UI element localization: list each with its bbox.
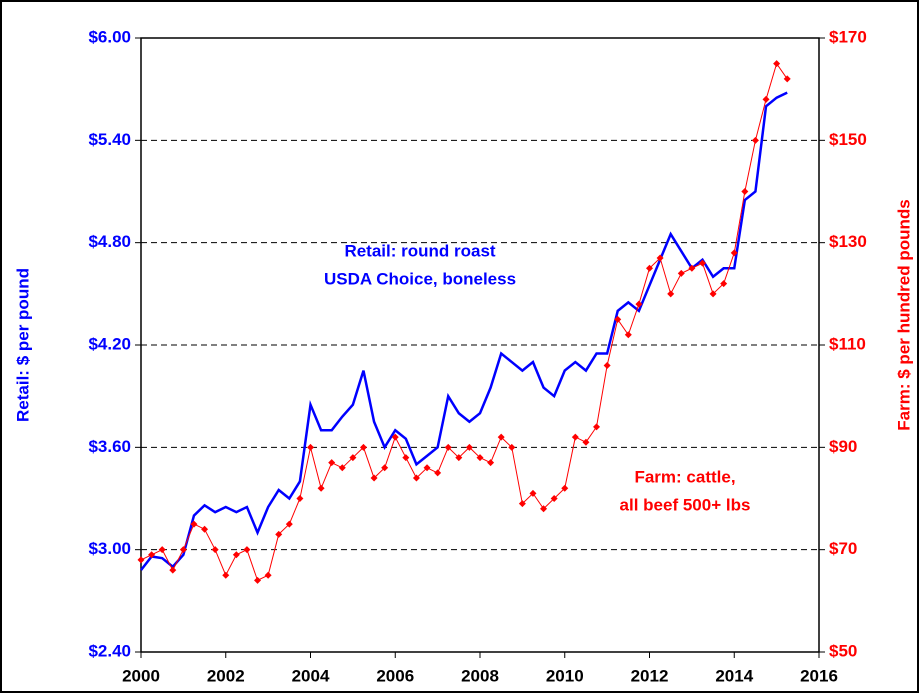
marker (232, 551, 240, 559)
marker (783, 75, 791, 83)
marker (243, 546, 251, 554)
y-tick-label: $3.60 (88, 437, 131, 456)
marker (222, 571, 230, 579)
marker (381, 464, 389, 472)
marker (773, 60, 781, 68)
marker (328, 459, 336, 467)
marker (730, 249, 738, 257)
y2-tick-label: $150 (829, 130, 867, 149)
marker (688, 264, 696, 272)
y-axis-label: Retail: $ per pound (13, 268, 32, 422)
marker (412, 474, 420, 482)
y2-tick-label: $130 (829, 232, 867, 251)
annotation: all beef 500+ lbs (620, 495, 751, 514)
y2-tick-label: $70 (829, 539, 857, 558)
marker (402, 454, 410, 462)
marker (317, 484, 325, 492)
plot-area (140, 37, 820, 653)
x-tick-label: 2000 (122, 666, 160, 685)
y2-axis-label: Farm: $ per hundred pounds (894, 199, 913, 430)
marker (709, 290, 717, 298)
marker (751, 136, 759, 144)
marker (179, 546, 187, 554)
marker (201, 525, 209, 533)
marker (593, 423, 601, 431)
marker (370, 474, 378, 482)
x-tick-label: 2014 (715, 666, 753, 685)
x-tick-label: 2016 (800, 666, 838, 685)
marker (614, 315, 622, 323)
marker (275, 530, 283, 538)
marker (296, 495, 304, 502)
annotation: USDA Choice, boneless (324, 269, 516, 288)
marker (391, 433, 399, 441)
marker (423, 464, 431, 472)
marker (635, 300, 643, 308)
y-tick-label: $2.40 (88, 641, 131, 660)
annotation: Farm: cattle, (634, 467, 735, 486)
marker (741, 188, 749, 195)
marker (698, 259, 706, 267)
marker (137, 556, 145, 564)
y2-tick-label: $90 (829, 437, 857, 456)
marker (508, 443, 516, 451)
x-tick-label: 2006 (376, 666, 414, 685)
marker (561, 484, 569, 492)
series-line (140, 62, 788, 582)
marker (624, 331, 632, 339)
marker (646, 264, 653, 272)
marker (476, 454, 484, 462)
marker (190, 520, 198, 528)
series-line (140, 91, 788, 571)
x-tick-label: 2012 (631, 666, 669, 685)
marker (603, 361, 611, 369)
marker (487, 459, 495, 467)
marker (148, 551, 156, 559)
marker (667, 290, 675, 298)
x-tick-label: 2004 (292, 666, 330, 685)
marker (264, 571, 272, 579)
marker (571, 433, 579, 441)
marker (285, 520, 293, 528)
marker (444, 443, 452, 451)
y2-tick-label: $110 (829, 334, 866, 353)
marker (434, 469, 442, 477)
marker (550, 495, 558, 502)
marker (677, 269, 685, 277)
y-tick-label: $4.80 (88, 232, 131, 251)
y-tick-label: $4.20 (88, 334, 131, 353)
x-tick-label: 2002 (207, 666, 245, 685)
marker (169, 566, 177, 574)
marker (211, 546, 219, 554)
y2-tick-label: $50 (829, 641, 857, 660)
marker (349, 454, 357, 462)
marker (338, 464, 346, 472)
marker (359, 443, 367, 451)
marker (158, 546, 166, 554)
y-tick-label: $3.00 (88, 539, 131, 558)
x-tick-label: 2010 (546, 666, 584, 685)
y-tick-label: $6.00 (88, 27, 131, 46)
y2-tick-label: $170 (829, 27, 867, 46)
marker (497, 433, 505, 441)
marker (582, 438, 590, 446)
marker (762, 95, 770, 103)
marker (307, 443, 314, 451)
marker (518, 500, 526, 508)
marker (529, 489, 537, 497)
x-tick-label: 2008 (461, 666, 499, 685)
marker (656, 254, 664, 262)
marker (465, 443, 473, 451)
marker (254, 576, 262, 584)
marker (720, 280, 728, 288)
marker (455, 454, 463, 462)
marker (540, 505, 548, 513)
annotation: Retail: round roast (344, 241, 495, 260)
y-tick-label: $5.40 (88, 130, 131, 149)
